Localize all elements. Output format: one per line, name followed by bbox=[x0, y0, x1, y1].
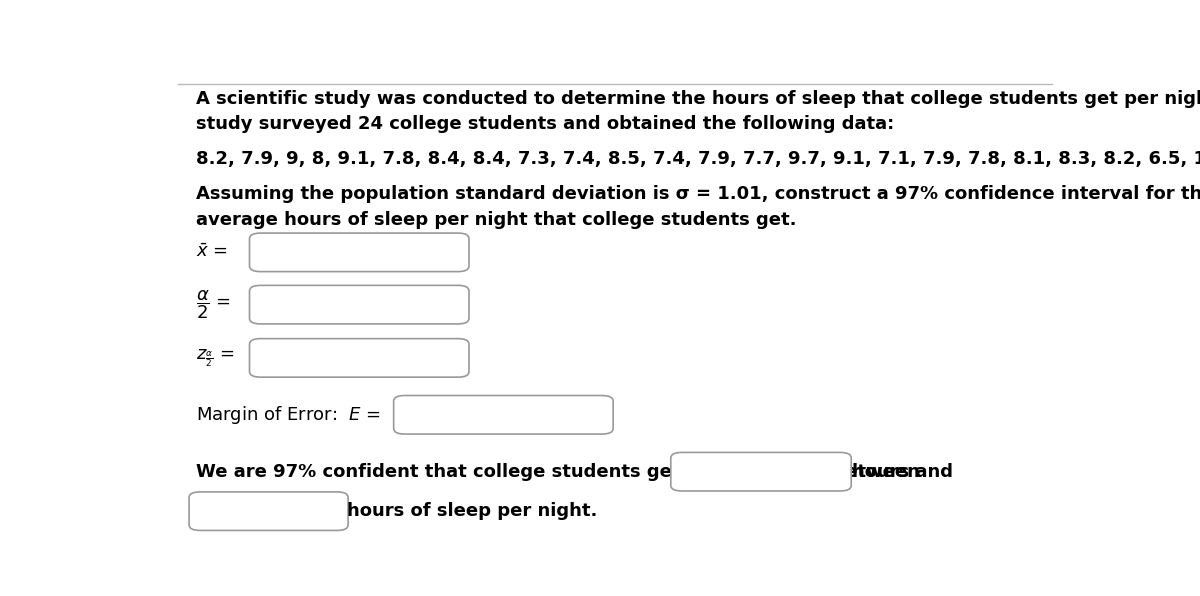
Text: $\bar{x}$ =: $\bar{x}$ = bbox=[197, 243, 228, 261]
Text: $z_{\frac{\alpha}{2}}$ =: $z_{\frac{\alpha}{2}}$ = bbox=[197, 347, 235, 369]
Text: We are 97% confident that college students get an average of between: We are 97% confident that college studen… bbox=[197, 462, 920, 481]
FancyBboxPatch shape bbox=[250, 233, 469, 272]
Text: $\dfrac{\alpha}{2}$ =: $\dfrac{\alpha}{2}$ = bbox=[197, 288, 232, 321]
Text: 8.2, 7.9, 9, 8, 9.1, 7.8, 8.4, 8.4, 7.3, 7.4, 8.5, 7.4, 7.9, 7.7, 9.7, 9.1, 7.1,: 8.2, 7.9, 9, 8, 9.1, 7.8, 8.4, 8.4, 7.3,… bbox=[197, 150, 1200, 169]
Text: hours of sleep per night.: hours of sleep per night. bbox=[347, 502, 598, 520]
Text: A scientific study was conducted to determine the hours of sleep that college st: A scientific study was conducted to dete… bbox=[197, 90, 1200, 108]
Text: hours and: hours and bbox=[852, 462, 953, 481]
FancyBboxPatch shape bbox=[250, 339, 469, 377]
FancyBboxPatch shape bbox=[671, 452, 851, 491]
Text: study surveyed 24 college students and obtained the following data:: study surveyed 24 college students and o… bbox=[197, 115, 895, 133]
Text: Assuming the population standard deviation is σ = 1.01, construct a 97% confiden: Assuming the population standard deviati… bbox=[197, 185, 1200, 203]
Text: Margin of Error:  $E$ =: Margin of Error: $E$ = bbox=[197, 404, 382, 426]
FancyBboxPatch shape bbox=[394, 396, 613, 434]
FancyBboxPatch shape bbox=[250, 285, 469, 324]
FancyBboxPatch shape bbox=[190, 492, 348, 530]
Text: average hours of sleep per night that college students get.: average hours of sleep per night that co… bbox=[197, 210, 797, 229]
